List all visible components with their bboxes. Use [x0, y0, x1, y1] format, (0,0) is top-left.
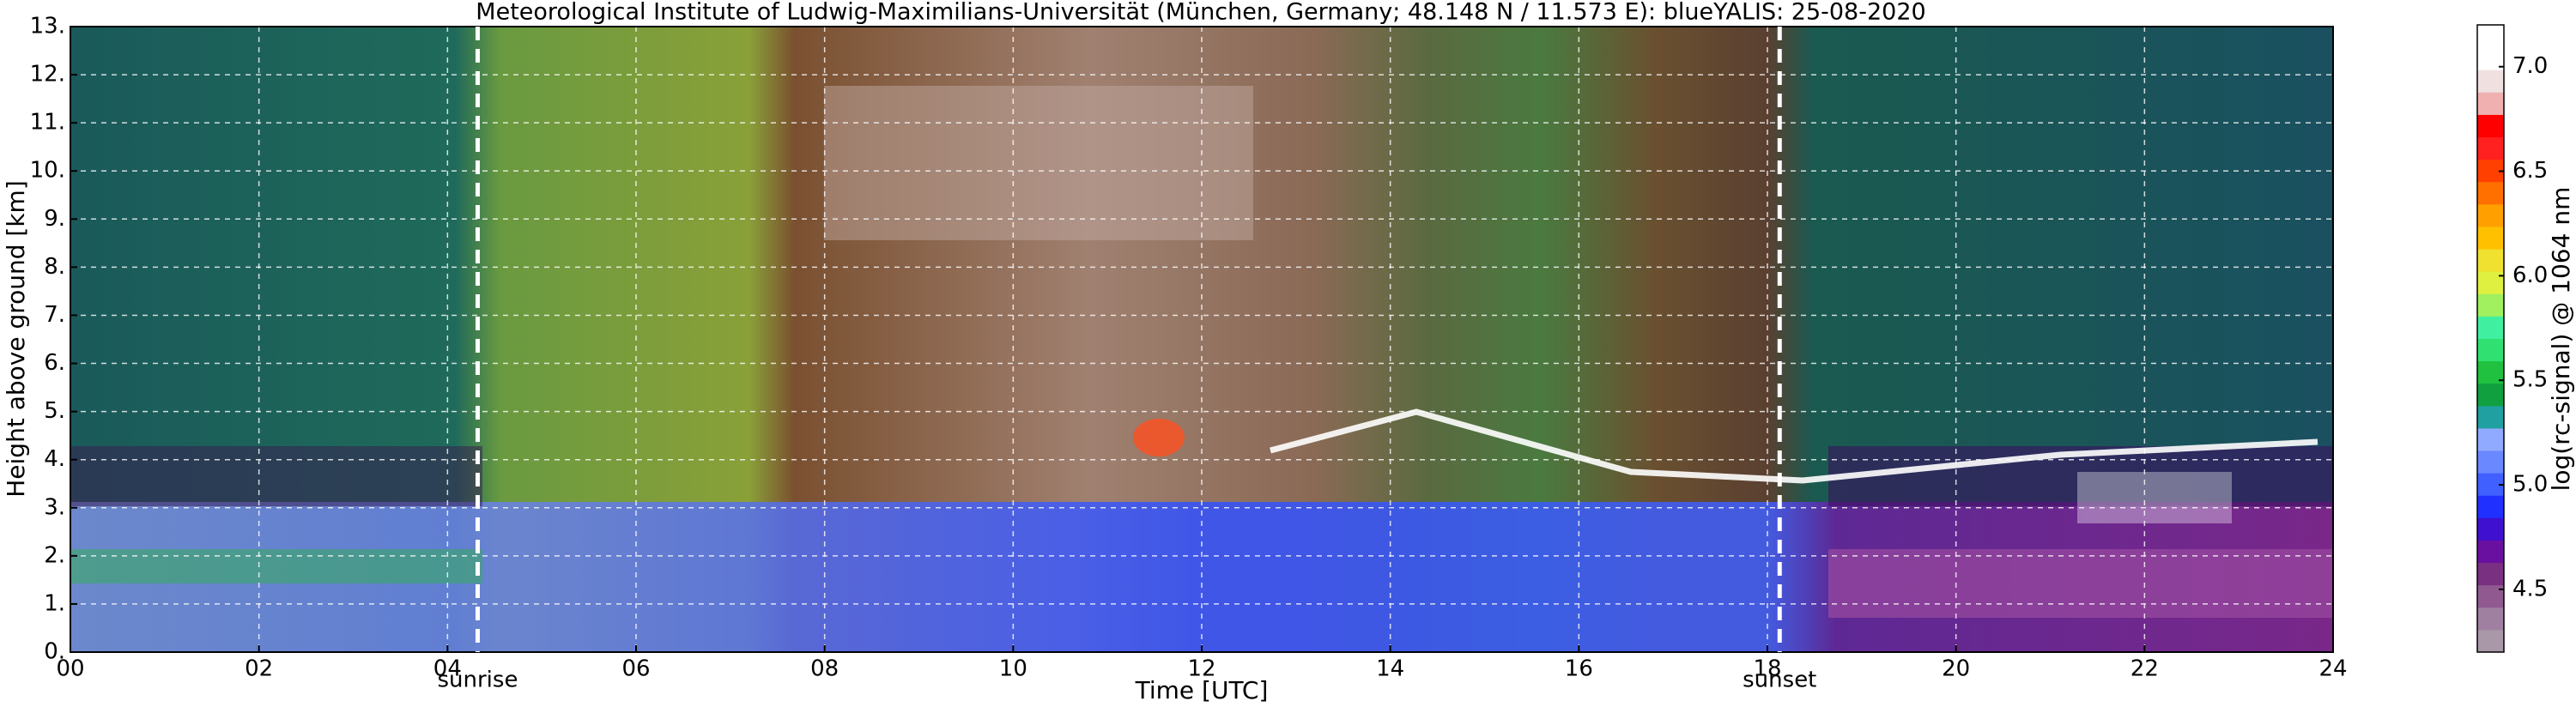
y-tick-label: 3. [44, 494, 65, 520]
x-tick-label: 14 [1376, 656, 1404, 682]
annotation-label: sunrise [437, 668, 518, 693]
y-tick-label: 9. [44, 206, 65, 232]
y-tick-label: 6. [44, 350, 65, 376]
colorbar-tick-label: 7.0 [2512, 53, 2548, 79]
colorbar-swatch [2477, 607, 2504, 631]
y-tick-label: 4. [44, 446, 65, 472]
colorbar-swatch [2477, 517, 2504, 541]
x-tick-label: 20 [1942, 656, 1970, 682]
colorbar-swatch [2477, 25, 2504, 48]
x-axis-label: Time [UTC] [1135, 676, 1269, 704]
colorbar-label: log(rc-signal) @ 1064 nm [2547, 187, 2575, 492]
x-tick-label: 02 [245, 656, 273, 682]
colorbar-swatch [2477, 584, 2504, 608]
y-tick-label: 10. [30, 158, 65, 184]
colorbar-frame [2476, 24, 2505, 653]
colorbar-swatch [2477, 562, 2504, 586]
colorbar-swatch [2477, 450, 2504, 474]
colorbar-swatch [2477, 629, 2504, 653]
colorbar-swatch [2477, 405, 2504, 429]
x-tick-label: 08 [810, 656, 839, 682]
colorbar-tick-label: 6.0 [2512, 263, 2548, 288]
x-tick-label: 06 [621, 656, 650, 682]
x-tick-label: 10 [999, 656, 1027, 682]
y-tick-label: 1. [44, 590, 65, 616]
colorbar-tick-label: 5.0 [2512, 472, 2548, 498]
colorbar-tick-label: 6.5 [2512, 158, 2548, 184]
y-axis-label: Height above ground [km] [2, 180, 30, 498]
colorbar-swatch [2477, 383, 2504, 407]
x-tick-label: 00 [56, 656, 84, 682]
colorbar-swatch [2477, 427, 2504, 451]
chart-title: Meteorological Institute of Ludwig-Maxim… [476, 0, 1925, 26]
y-tick-label: 12. [30, 62, 65, 88]
x-tick-label: 12 [1187, 656, 1215, 682]
colorbar-swatch [2477, 92, 2504, 115]
x-tick-label: 24 [2318, 656, 2347, 682]
colorbar-tick-label: 4.5 [2512, 576, 2548, 601]
y-tick-label: 5. [44, 398, 65, 424]
x-tick-label: 18 [1753, 656, 1781, 682]
y-tick-label: 8. [44, 254, 65, 280]
colorbar-swatch [2477, 203, 2504, 227]
y-tick-label: 2. [44, 542, 65, 568]
colorbar-swatch [2477, 495, 2504, 518]
colorbar-swatch [2477, 316, 2504, 339]
x-tick-label: 04 [433, 656, 462, 682]
colorbar-swatch [2477, 114, 2504, 138]
y-tick-label: 13. [30, 14, 65, 39]
x-tick-label: 16 [1565, 656, 1593, 682]
colorbar-swatch [2477, 293, 2504, 317]
colorbar-swatch [2477, 136, 2504, 160]
x-tick-label: 22 [2131, 656, 2159, 682]
colorbar-swatch [2477, 69, 2504, 93]
colorbar-swatch [2477, 181, 2504, 205]
colorbar-swatch [2477, 226, 2504, 250]
colorbar-tick-label: 5.5 [2512, 367, 2548, 393]
colorbar-swatch [2477, 338, 2504, 362]
y-tick-label: 11. [30, 110, 65, 136]
y-tick-label: 0. [44, 639, 65, 665]
annotation-label: sunset [1743, 668, 1816, 693]
colorbar-swatch [2477, 249, 2504, 272]
colorbar-swatch [2477, 540, 2504, 564]
colorbar-swatch [2477, 271, 2504, 294]
y-tick-label: 7. [44, 302, 65, 328]
